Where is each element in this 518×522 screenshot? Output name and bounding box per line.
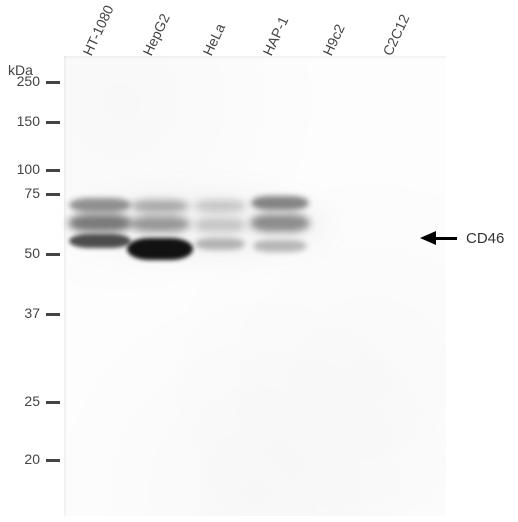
mw-label: 250	[6, 73, 40, 89]
blot-band	[195, 238, 245, 250]
mw-label: 150	[6, 113, 40, 129]
blot-band	[130, 216, 190, 232]
blot-band	[194, 218, 246, 232]
membrane-edge-shadow	[64, 56, 446, 59]
blot-band	[253, 240, 307, 252]
blot-band	[69, 234, 131, 248]
blot-band	[250, 214, 310, 232]
lane-label: HeLa	[199, 21, 228, 58]
blot-band	[131, 200, 189, 212]
mw-tick	[46, 459, 60, 462]
blot-band	[68, 214, 132, 232]
blot-band	[127, 238, 193, 260]
mw-tick	[46, 121, 60, 124]
blot-membrane	[64, 56, 446, 516]
mw-tick	[46, 313, 60, 316]
target-label-cd46: CD46	[466, 230, 504, 247]
lane-label: HT-1080	[79, 3, 116, 58]
mw-tick	[46, 193, 60, 196]
mw-tick	[46, 169, 60, 172]
mw-label: 20	[6, 451, 40, 467]
lane-label: HepG2	[139, 11, 172, 58]
mw-label: 100	[6, 161, 40, 177]
mw-label: 37	[6, 305, 40, 321]
lane-label: HAP-1	[259, 14, 291, 58]
arrow-shaft	[435, 237, 457, 240]
mw-tick	[46, 81, 60, 84]
mw-tick	[46, 401, 60, 404]
lane-label: C2C12	[379, 12, 412, 58]
mw-tick	[46, 253, 60, 256]
blot-band	[69, 198, 131, 212]
arrow-head-icon	[420, 231, 436, 245]
lane-label: H9c2	[319, 22, 347, 58]
mw-label: 75	[6, 185, 40, 201]
blot-band	[194, 200, 246, 212]
mw-label: 50	[6, 245, 40, 261]
mw-label: 25	[6, 393, 40, 409]
membrane-edge-shadow	[64, 56, 67, 516]
blot-band	[251, 196, 309, 210]
